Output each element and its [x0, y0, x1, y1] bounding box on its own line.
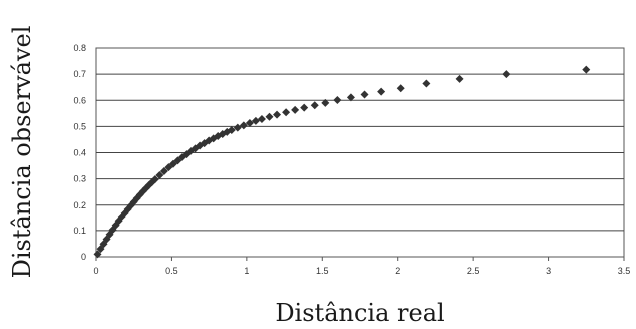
x-tick-label: 2	[395, 266, 400, 276]
data-point	[321, 98, 330, 107]
y-tick-labels: 0 0.1 0.2 0.3 0.4 0.5 0.6 0.7 0.8	[73, 43, 86, 262]
data-point	[245, 118, 254, 127]
data-point	[265, 112, 274, 121]
data-point	[273, 110, 282, 119]
x-tick-label: 3	[546, 266, 551, 276]
x-tick-label: 3.5	[618, 266, 631, 276]
data-point	[233, 123, 242, 132]
data-point	[251, 116, 260, 125]
data-point	[239, 121, 248, 130]
x-tick-label: 1	[244, 266, 249, 276]
data-point	[257, 115, 266, 124]
data-point	[377, 87, 386, 96]
y-axis-title: Distância observável	[8, 26, 36, 279]
y-tick-label: 0.2	[73, 200, 86, 210]
data-point	[227, 126, 236, 135]
y-tick-label: 0.6	[73, 95, 86, 105]
x-tick-label: 0	[93, 266, 98, 276]
y-tick-label: 0.8	[73, 43, 86, 53]
data-point	[310, 101, 319, 110]
x-tick-label: 1.5	[316, 266, 329, 276]
data-point	[333, 95, 342, 104]
data-point	[300, 103, 309, 112]
data-point	[155, 170, 164, 179]
x-tick-label: 2.5	[467, 266, 480, 276]
data-point	[360, 90, 369, 99]
data-point	[396, 84, 405, 93]
data-point	[455, 74, 464, 83]
data-point	[422, 79, 431, 88]
data-point	[93, 250, 102, 259]
data-point	[282, 108, 291, 117]
y-tick-label: 0.1	[73, 226, 86, 236]
data-point	[582, 65, 591, 74]
x-tick-label: 0.5	[165, 266, 178, 276]
data-point	[150, 175, 159, 184]
data-point	[502, 70, 511, 79]
y-tick-label: 0	[81, 252, 86, 262]
data-point	[159, 167, 168, 176]
y-tick-label: 0.7	[73, 69, 86, 79]
data-point	[291, 105, 300, 114]
x-tick-labels: 0 0.5 1 1.5 2 2.5 3 3.5	[93, 257, 630, 276]
data-points	[93, 65, 591, 259]
y-tick-label: 0.5	[73, 121, 86, 131]
y-tick-label: 0.4	[73, 148, 86, 158]
y-tick-label: 0.3	[73, 174, 86, 184]
x-axis-title: Distância real	[275, 299, 444, 327]
gridlines	[96, 73, 624, 232]
data-point	[346, 93, 355, 102]
